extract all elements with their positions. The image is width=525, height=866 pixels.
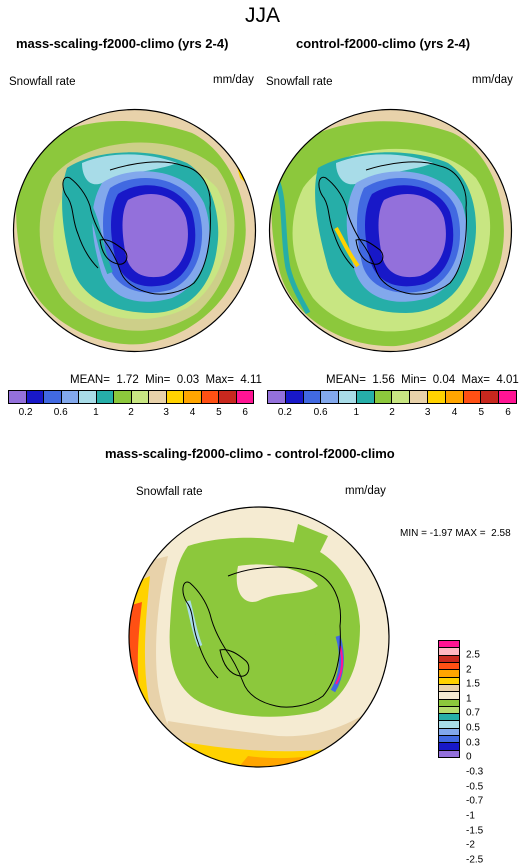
colorbar-swatch — [26, 391, 44, 403]
colorbar-swatch — [439, 684, 459, 693]
colorbar-label: 3 — [424, 407, 431, 418]
colorbar-swatch — [96, 391, 114, 403]
panel3-title: mass-scaling-f2000-climo - control-f2000… — [105, 446, 395, 461]
colorbar-label: 5 — [478, 407, 485, 418]
colorbar-label: 2 — [466, 664, 472, 675]
colorbar-label: 2 — [128, 407, 134, 418]
colorbar-label: 0 — [466, 751, 472, 763]
panel2-colorbar — [267, 390, 517, 404]
colorbar-label: -0.5 — [466, 781, 484, 793]
panel3-units: mm/day — [345, 485, 386, 497]
colorbar-label: -2 — [466, 839, 475, 851]
panel3-map — [128, 506, 390, 768]
colorbar-swatch — [79, 391, 97, 403]
colorbar-label: 2.5 — [466, 649, 480, 661]
colorbar-swatch — [184, 391, 202, 403]
colorbar-label: 3 — [163, 407, 169, 418]
colorbar-swatch — [499, 391, 516, 403]
colorbar-swatch — [149, 391, 167, 403]
panel1-stats: MEAN= 1.72 Min= 0.03 Max= 4.11 — [70, 374, 262, 386]
colorbar-label: -0.3 — [466, 766, 484, 778]
colorbar-swatch — [439, 750, 459, 758]
panel1-title: mass-scaling-f2000-climo (yrs 2-4) — [16, 36, 229, 51]
colorbar-label: 1 — [353, 407, 360, 418]
colorbar-label: 6 — [242, 407, 248, 418]
colorbar-label: -2.5 — [466, 854, 484, 866]
colorbar-label: -1 — [466, 810, 475, 822]
colorbar-label: 1.5 — [466, 678, 480, 690]
colorbar-swatch — [439, 670, 459, 678]
colorbar-swatch — [439, 677, 459, 685]
colorbar-swatch — [439, 743, 459, 751]
colorbar-swatch — [374, 391, 393, 403]
figure-title: JJA — [244, 4, 280, 27]
colorbar-swatch — [439, 728, 459, 737]
colorbar-label: 4 — [451, 407, 458, 418]
panel2-stats: MEAN= 1.56 Min= 0.04 Max= 4.01 — [326, 374, 519, 386]
colorbar-swatch — [439, 706, 459, 715]
colorbar-swatch — [44, 391, 62, 403]
colorbar-swatch — [114, 391, 132, 403]
panel1-map — [12, 108, 257, 353]
colorbar-swatch — [439, 692, 459, 700]
colorbar-label: 0.3 — [466, 737, 480, 749]
panel1-units: mm/day — [213, 74, 254, 86]
colorbar-swatch — [428, 391, 446, 403]
panel2-variable: Snowfall rate — [266, 76, 333, 88]
colorbar-swatch — [9, 391, 27, 403]
colorbar-label: 0.6 — [53, 407, 68, 418]
panel1-variable: Snowfall rate — [9, 76, 76, 88]
panel3-variable: Snowfall rate — [136, 486, 203, 498]
colorbar-swatch — [131, 391, 149, 403]
colorbar-label: 0.5 — [466, 722, 480, 734]
colorbar-swatch — [439, 641, 459, 649]
colorbar-label: 0.7 — [466, 707, 480, 719]
colorbar-swatch — [166, 391, 184, 403]
colorbar-label: 0.6 — [313, 407, 328, 418]
colorbar-label: 1 — [93, 407, 99, 418]
colorbar-swatch — [439, 655, 459, 663]
colorbar-swatch — [481, 391, 500, 403]
panel2-units: mm/day — [472, 74, 513, 86]
panel3-stats: MIN = -1.97 MAX = 2.58 — [400, 528, 511, 539]
colorbar-label: -1.5 — [466, 825, 484, 837]
colorbar-swatch — [439, 736, 459, 744]
colorbar-swatch — [61, 391, 79, 403]
colorbar-swatch — [321, 391, 340, 403]
colorbar-swatch — [356, 391, 375, 403]
colorbar-swatch — [201, 391, 219, 403]
colorbar-swatch — [439, 662, 459, 671]
colorbar-label: 0.2 — [277, 407, 292, 418]
colorbar-label: 2 — [389, 407, 395, 418]
colorbar-swatch — [219, 391, 237, 403]
colorbar-swatch — [285, 391, 304, 403]
colorbar-label: 1 — [466, 693, 472, 705]
colorbar-swatch — [439, 699, 459, 707]
colorbar-swatch — [303, 391, 322, 403]
colorbar-label: 5 — [216, 407, 222, 418]
colorbar-swatch — [339, 391, 357, 403]
colorbar-swatch — [439, 648, 459, 656]
colorbar-label: 6 — [505, 407, 511, 418]
colorbar-swatch — [439, 721, 459, 729]
colorbar-swatch — [410, 391, 429, 403]
colorbar-swatch — [392, 391, 411, 403]
colorbar-label: 0.2 — [18, 407, 33, 418]
colorbar-label: 4 — [189, 407, 196, 418]
colorbar-swatch — [445, 391, 464, 403]
colorbar-label: -0.7 — [466, 795, 484, 807]
colorbar-swatch — [268, 391, 286, 403]
panel1-colorbar — [8, 390, 254, 404]
panel3-colorbar — [438, 640, 460, 759]
colorbar-swatch — [439, 714, 459, 722]
colorbar-swatch — [463, 391, 482, 403]
panel2-title: control-f2000-climo (yrs 2-4) — [296, 36, 471, 51]
panel2-map — [268, 108, 513, 353]
colorbar-swatch — [236, 391, 253, 403]
